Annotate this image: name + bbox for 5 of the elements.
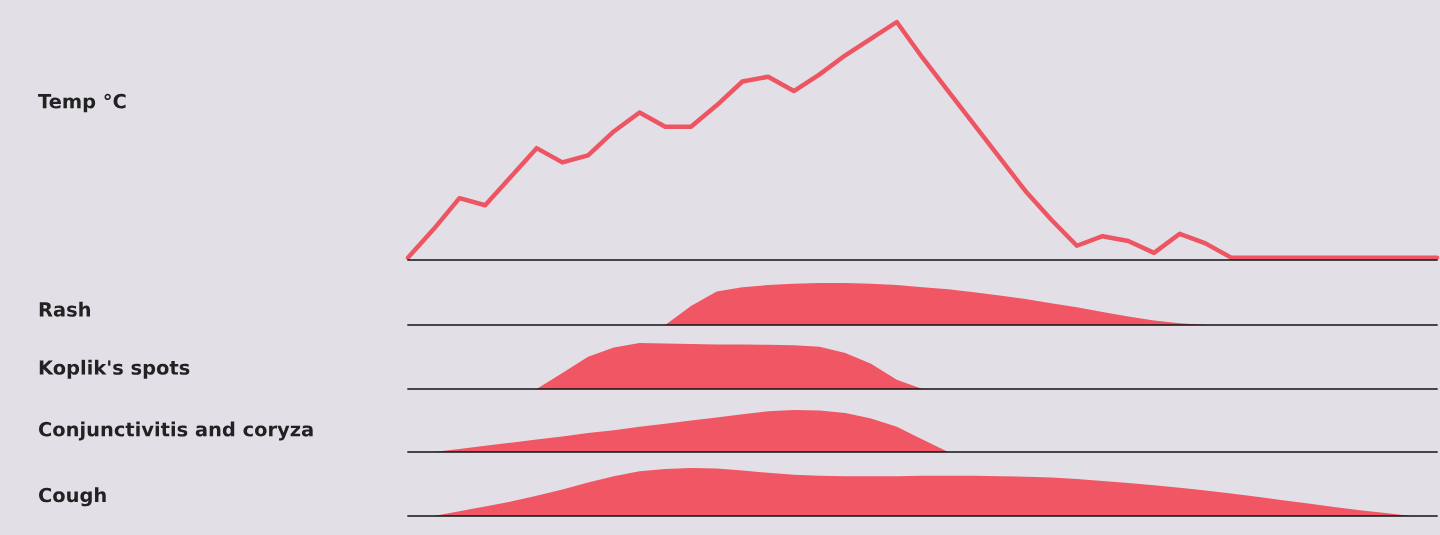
y-axis-title: Temp °C: [38, 93, 126, 113]
y-axis-title: Rash: [39, 301, 90, 317]
y-axis-title: Conjunctivitis and coryza: [38, 421, 313, 441]
y-axis-title: Koplik's spots: [39, 359, 190, 379]
y-axis-title: Cough: [38, 487, 106, 507]
